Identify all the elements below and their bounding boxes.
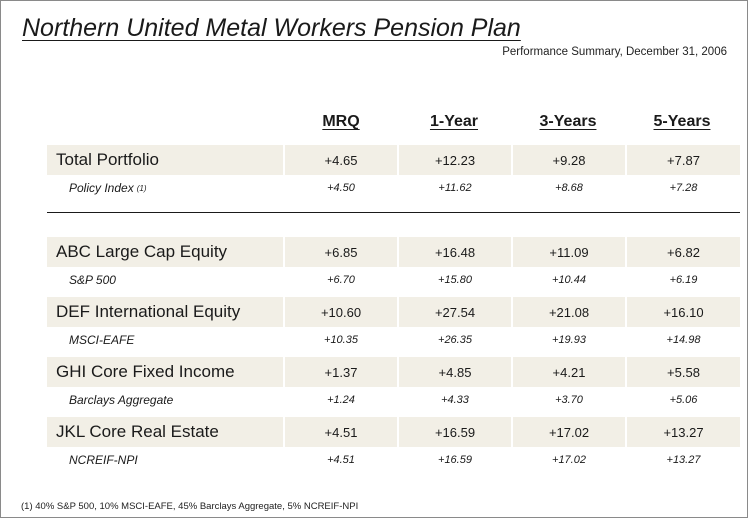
benchmark-value-3-years: +19.93 — [552, 334, 586, 346]
benchmark-label: S&P 500 — [69, 273, 116, 287]
benchmark-value-1-year: +15.80 — [438, 274, 472, 286]
benchmark-row-ncreif-npi: NCREIF-NPI +4.51 +16.59 +17.02 +13.27 — [47, 447, 740, 473]
value-3-years: +11.09 — [513, 237, 625, 267]
row-label: Total Portfolio — [47, 145, 283, 175]
column-header-3-years: 3-Years — [539, 113, 597, 130]
benchmark-value-5-years: +13.27 — [666, 454, 701, 466]
value-mrq: +10.60 — [285, 297, 397, 327]
value-1-year: +27.54 — [399, 297, 511, 327]
benchmark-row-barclays-aggregate: Barclays Aggregate +1.24 +4.33 +3.70 +5.… — [47, 387, 740, 413]
value-5-years: +16.10 — [627, 297, 740, 327]
value-mrq: +6.85 — [285, 237, 397, 267]
policy-index-row: Policy Index (1) +4.50 +11.62 +8.68 +7.28 — [47, 175, 740, 201]
value-1-year: +4.85 — [399, 357, 511, 387]
row-label: DEF International Equity — [47, 297, 283, 327]
value-3-years: +21.08 — [513, 297, 625, 327]
row-label: JKL Core Real Estate — [47, 417, 283, 447]
value-5-years: +13.27 — [627, 417, 740, 447]
benchmark-value-1-year: +26.35 — [438, 334, 472, 346]
benchmark-row-sp500: S&P 500 +6.70 +15.80 +10.44 +6.19 — [47, 267, 740, 293]
value-mrq: +1.37 — [285, 357, 397, 387]
benchmark-value-5-years: +5.06 — [669, 394, 698, 406]
benchmark-value-3-years: +17.02 — [552, 454, 586, 466]
manager-row-def: DEF International Equity +10.60 +27.54 +… — [47, 297, 740, 327]
benchmark-value-mrq: +4.50 — [327, 182, 355, 194]
benchmark-label: Policy Index (1) — [47, 175, 283, 201]
benchmark-value-mrq: +1.24 — [327, 394, 355, 406]
column-header-5-years: 5-Years — [653, 113, 711, 130]
value-1-year: +16.59 — [399, 417, 511, 447]
benchmark-value-5-years: +7.28 — [669, 182, 698, 194]
footnote: (1) 40% S&P 500, 10% MSCI-EAFE, 45% Barc… — [21, 501, 359, 512]
value-1-year: +16.48 — [399, 237, 511, 267]
value-1-year: +12.23 — [399, 145, 511, 175]
benchmark-value-3-years: +10.44 — [552, 274, 586, 286]
benchmark-row-msci-eafe: MSCI-EAFE +10.35 +26.35 +19.93 +14.98 — [47, 327, 740, 353]
manager-row-jkl: JKL Core Real Estate +4.51 +16.59 +17.02… — [47, 417, 740, 447]
benchmark-label: MSCI-EAFE — [69, 333, 135, 347]
row-label: GHI Core Fixed Income — [47, 357, 283, 387]
benchmark-value-1-year: +11.62 — [438, 182, 472, 194]
value-mrq: +4.65 — [285, 145, 397, 175]
footnote-marker: (1) — [136, 183, 147, 193]
value-5-years: +7.87 — [627, 145, 740, 175]
benchmark-value-3-years: +3.70 — [555, 394, 583, 406]
benchmark-value-1-year: +4.33 — [441, 394, 469, 406]
column-header-1-year: 1-Year — [429, 113, 479, 130]
manager-row-ghi: GHI Core Fixed Income +1.37 +4.85 +4.21 … — [47, 357, 740, 387]
section-divider — [47, 212, 740, 213]
value-3-years: +4.21 — [513, 357, 625, 387]
benchmark-label: NCREIF-NPI — [69, 453, 138, 467]
manager-row-abc: ABC Large Cap Equity +6.85 +16.48 +11.09… — [47, 237, 740, 267]
value-mrq: +4.51 — [285, 417, 397, 447]
benchmark-value-5-years: +14.98 — [666, 334, 701, 346]
benchmark-value-mrq: +10.35 — [324, 334, 358, 346]
row-label: ABC Large Cap Equity — [47, 237, 283, 267]
benchmark-label: Barclays Aggregate — [69, 393, 174, 407]
benchmark-value-5-years: +6.19 — [669, 274, 698, 286]
value-3-years: +9.28 — [513, 145, 625, 175]
value-3-years: +17.02 — [513, 417, 625, 447]
benchmark-value-3-years: +8.68 — [555, 182, 583, 194]
page-subtitle: Performance Summary, December 31, 2006 — [502, 46, 727, 58]
value-5-years: +5.58 — [627, 357, 740, 387]
total-portfolio-row: Total Portfolio +4.65 +12.23 +9.28 +7.87 — [47, 145, 740, 175]
page-title: Northern United Metal Workers Pension Pl… — [22, 14, 521, 42]
column-header-mrq: MRQ — [322, 113, 360, 130]
value-5-years: +6.82 — [627, 237, 740, 267]
benchmark-name: Policy Index — [69, 181, 134, 195]
benchmark-value-mrq: +4.51 — [327, 454, 355, 466]
benchmark-value-1-year: +16.59 — [438, 454, 472, 466]
benchmark-value-mrq: +6.70 — [327, 274, 355, 286]
